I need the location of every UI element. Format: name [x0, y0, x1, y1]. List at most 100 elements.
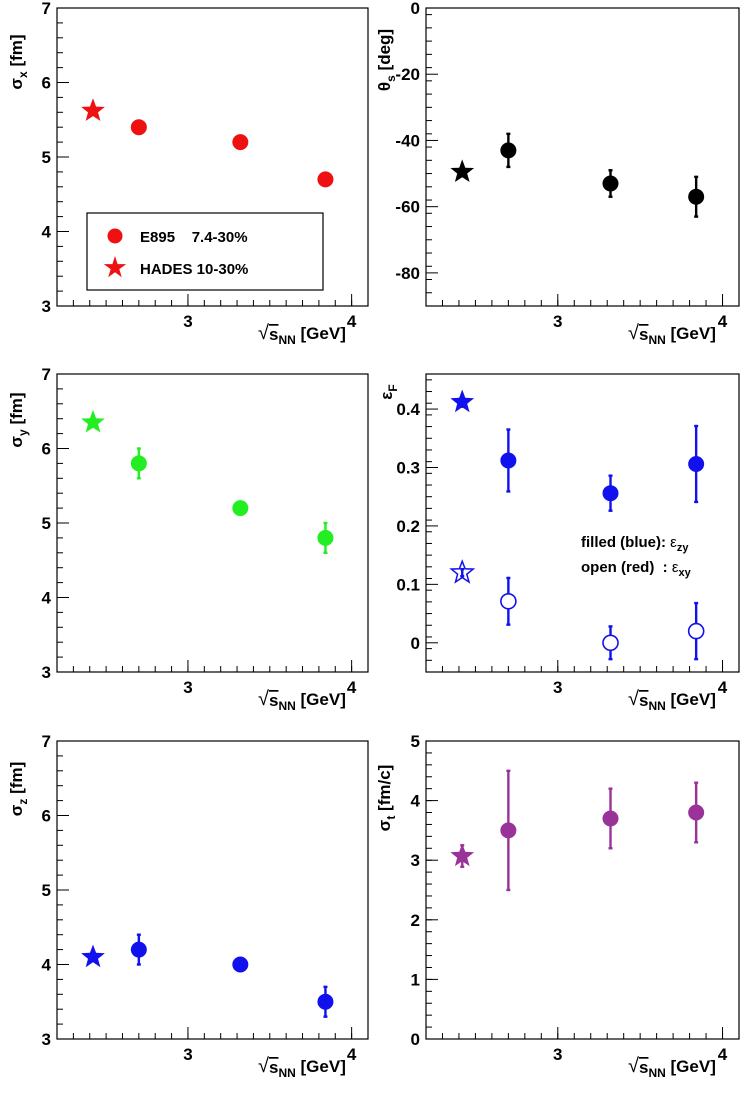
x-tick-label: 3	[183, 678, 192, 697]
y-tick-label: -60	[395, 198, 420, 217]
data-point-star	[450, 159, 475, 182]
panel-theta-s: θs [deg] √sNN [GeV] -80 -60 -40 -20 0 3 4	[375, 0, 740, 347]
x-tick-label: 3	[183, 312, 192, 331]
y-tick-label: 5	[411, 732, 420, 751]
data-point-circle	[500, 452, 517, 469]
x-tick-label: 4	[718, 678, 728, 697]
y-tick-label: 5	[42, 514, 51, 533]
data-point-circle	[130, 455, 147, 472]
x-tick-label: 3	[553, 312, 562, 331]
data-point-circle	[602, 810, 619, 827]
data-point-star	[450, 843, 475, 867]
data-point-circle	[317, 529, 334, 546]
y-tick-label: 0	[411, 634, 420, 653]
data-point-open-star	[449, 559, 476, 584]
annotation-open: open (red) : εxy	[581, 559, 692, 579]
axis-ticks: 3 4 5 6 7 3 4	[42, 0, 369, 331]
data-marks	[81, 933, 334, 1018]
data-point-star	[81, 409, 105, 433]
axis-ticks: 0 1 2 3 4 5 3 4	[411, 732, 740, 1064]
data-point-circle	[500, 822, 517, 839]
data-point-circle	[130, 119, 147, 136]
data-marks	[449, 389, 705, 661]
plot-frame	[425, 7, 740, 307]
y-tick-label: -40	[395, 131, 420, 150]
data-point-circle	[688, 455, 705, 472]
y-tick-label: 3	[42, 297, 51, 316]
panel-sigma-x: σx [fm] √sNN [GeV] 3 4 5 6 7 3 4 E895 7.4-30% …	[7, 0, 369, 347]
data-point-star	[81, 944, 105, 968]
data-point-circle	[688, 804, 705, 821]
y-tick-label: 6	[42, 74, 51, 93]
data-point-circle	[500, 142, 517, 159]
data-point-open-circle	[687, 622, 705, 640]
panel-eps-f: εF √sNN [GeV] 0 0.1 0.2 0.3 0.4 3 4 filled (bl…	[377, 373, 740, 713]
data-point-circle	[130, 941, 147, 958]
data-point-circle	[688, 188, 705, 205]
data-point-open-circle	[500, 592, 517, 610]
data-marks	[450, 769, 705, 892]
y-tick-label: 0.4	[396, 400, 420, 419]
data-point-circle	[232, 500, 249, 517]
y-tick-label: -20	[395, 65, 420, 84]
x-tick-label: 3	[183, 1045, 192, 1064]
axis-ticks: 3 4 5 6 7 3 4	[42, 365, 369, 697]
y-tick-label: 2	[411, 911, 420, 930]
x-tick-label: 3	[553, 1045, 562, 1064]
data-point-circle	[602, 175, 619, 192]
y-tick-label: 0.2	[396, 517, 420, 536]
axis-ticks: 3 4 5 6 7 3 4	[42, 732, 369, 1064]
data-point-circle	[232, 956, 249, 973]
y-tick-label: 3	[42, 1030, 51, 1049]
x-tick-label: 4	[718, 312, 728, 331]
y-tick-label: 3	[42, 663, 51, 682]
data-point-open-circle	[602, 634, 619, 652]
data-point-star	[81, 98, 105, 121]
x-tick-label: 4	[347, 678, 357, 697]
data-point-circle	[317, 993, 334, 1010]
plot-frame	[425, 740, 740, 1040]
y-tick-label: 5	[42, 881, 51, 900]
x-tick-label: 4	[718, 1045, 728, 1064]
data-marks	[81, 409, 334, 554]
x-axis-title: √sNN [GeV]	[628, 322, 716, 347]
y-tick-label: 4	[42, 589, 52, 608]
x-tick-label: 4	[347, 312, 357, 331]
x-axis-title: √sNN [GeV]	[258, 1055, 346, 1080]
y-axis-title: σt [fm/c]	[375, 765, 398, 832]
data-marks	[450, 132, 705, 218]
x-tick-label: 3	[553, 678, 562, 697]
y-tick-label: 0.1	[396, 575, 420, 594]
data-marks	[81, 98, 334, 188]
panel-sigma-y: σy [fm] √sNN [GeV] 3 4 5 6 7 3 4	[7, 365, 369, 713]
y-axis-title: σz [fm]	[7, 762, 30, 816]
x-axis-title: √sNN [GeV]	[628, 1055, 716, 1080]
y-tick-label: 6	[42, 807, 51, 826]
y-tick-label: 0.3	[396, 458, 420, 477]
y-axis-title: εF	[377, 384, 400, 399]
panel-sigma-t: σt [fm/c] √sNN [GeV] 0 1 2 3 4 5 3 4	[375, 732, 740, 1080]
y-tick-label: 6	[42, 440, 51, 459]
legend-marker-circle	[107, 228, 123, 244]
plot-frame	[425, 373, 740, 673]
y-tick-label: 3	[411, 851, 420, 870]
legend-label-e895: E895 7.4-30%	[140, 229, 248, 246]
y-tick-label: 4	[411, 792, 421, 811]
axis-ticks: 0 0.1 0.2 0.3 0.4 3 4	[396, 379, 740, 697]
legend: E895 7.4-30% HADES 10-30%	[86, 212, 324, 291]
legend-marker-star	[103, 256, 127, 278]
y-tick-label: 4	[42, 956, 52, 975]
data-point-circle	[317, 171, 334, 188]
legend-box	[86, 212, 324, 291]
y-tick-label: 7	[42, 365, 51, 384]
y-tick-label: 4	[42, 223, 52, 242]
y-tick-label: 0	[411, 1030, 420, 1049]
panel-sigma-z: σz [fm] √sNN [GeV] 3 4 5 6 7 3 4	[7, 732, 369, 1080]
x-axis-title: √sNN [GeV]	[258, 322, 346, 347]
y-tick-label: 0	[411, 0, 420, 18]
data-point-circle	[602, 485, 619, 502]
y-axis-title: σy [fm]	[7, 392, 30, 447]
legend-label-hades: HADES 10-30%	[140, 261, 248, 278]
plot-frame	[56, 740, 369, 1040]
